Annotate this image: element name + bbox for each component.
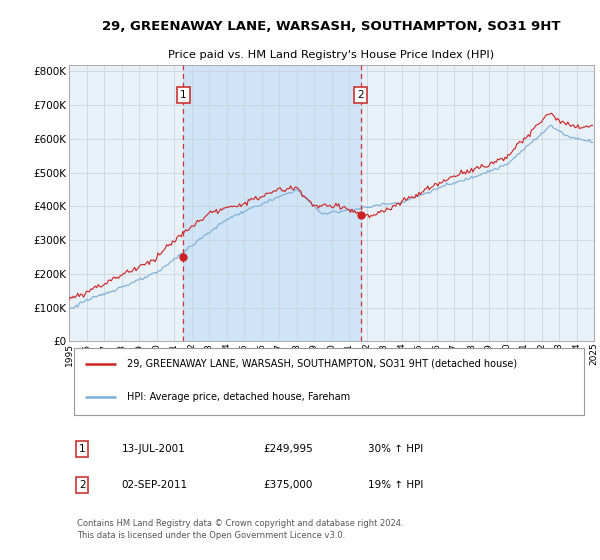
Text: £249,995: £249,995 xyxy=(263,444,313,454)
Text: HPI: Average price, detached house, Fareham: HPI: Average price, detached house, Fare… xyxy=(127,392,350,402)
Bar xyxy=(184,65,361,342)
Text: 29, GREENAWAY LANE, WARSASH, SOUTHAMPTON, SO31 9HT (detached house): 29, GREENAWAY LANE, WARSASH, SOUTHAMPTON… xyxy=(127,358,517,368)
Text: 1: 1 xyxy=(180,90,187,100)
Text: 2: 2 xyxy=(358,90,364,100)
Text: 1: 1 xyxy=(79,444,85,454)
Text: £375,000: £375,000 xyxy=(263,480,313,490)
Text: 2: 2 xyxy=(79,480,85,490)
FancyBboxPatch shape xyxy=(74,348,583,415)
Text: Price paid vs. HM Land Registry's House Price Index (HPI): Price paid vs. HM Land Registry's House … xyxy=(169,50,494,60)
Text: 19% ↑ HPI: 19% ↑ HPI xyxy=(368,480,424,490)
Text: 29, GREENAWAY LANE, WARSASH, SOUTHAMPTON, SO31 9HT: 29, GREENAWAY LANE, WARSASH, SOUTHAMPTON… xyxy=(102,20,561,33)
Text: 30% ↑ HPI: 30% ↑ HPI xyxy=(368,444,424,454)
Text: Contains HM Land Registry data © Crown copyright and database right 2024.
This d: Contains HM Land Registry data © Crown c… xyxy=(77,519,404,540)
Text: 02-SEP-2011: 02-SEP-2011 xyxy=(121,480,188,490)
Text: 13-JUL-2001: 13-JUL-2001 xyxy=(121,444,185,454)
